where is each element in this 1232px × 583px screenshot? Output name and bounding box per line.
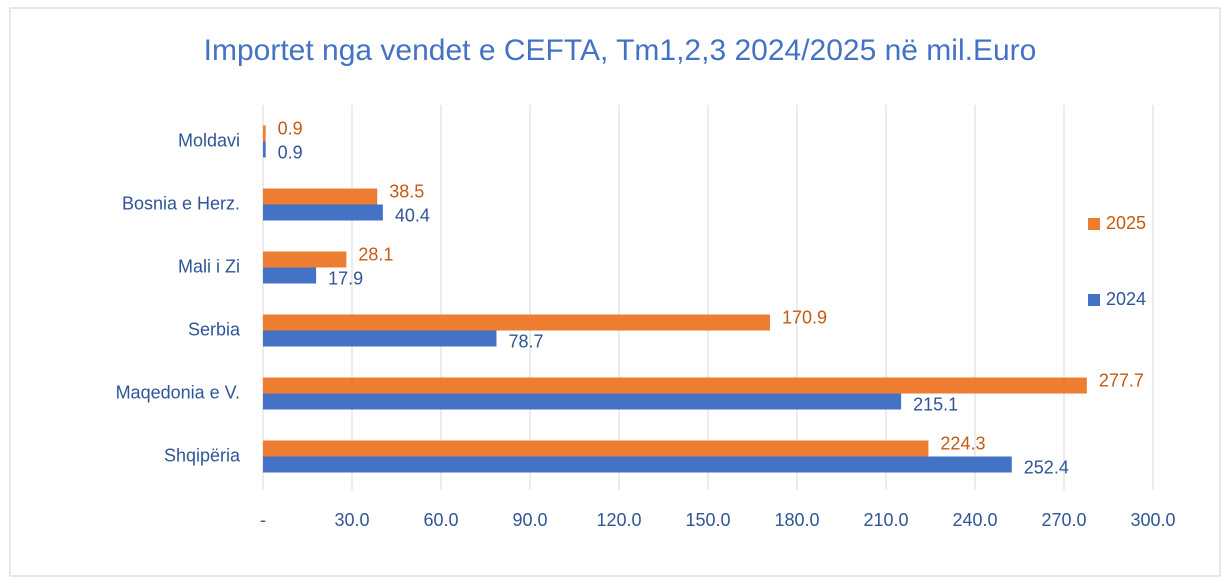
y-tick-label: Moldavi xyxy=(178,130,240,150)
chart-title: Importet nga vendet e CEFTA, Tm1,2,3 202… xyxy=(204,34,1037,67)
bar xyxy=(263,204,383,221)
y-tick-label: Bosnia e Herz. xyxy=(122,193,240,213)
bar xyxy=(263,377,1087,394)
data-label: 28.1 xyxy=(358,244,393,264)
y-tick-label: Shqipëria xyxy=(164,445,241,465)
bar xyxy=(263,141,266,158)
x-tick-label: 180.0 xyxy=(774,510,819,530)
data-label: 170.9 xyxy=(782,307,827,327)
bar xyxy=(263,456,1012,473)
x-tick-label: 210.0 xyxy=(863,510,908,530)
x-tick-label: 30.0 xyxy=(334,510,369,530)
bar xyxy=(263,251,347,268)
legend-label: 2024 xyxy=(1106,289,1146,309)
x-tick-label: 240.0 xyxy=(952,510,997,530)
chart-frame xyxy=(9,7,1221,577)
data-label: 224.3 xyxy=(940,433,985,453)
x-tick-label: 120.0 xyxy=(596,510,641,530)
data-label: 0.9 xyxy=(278,118,303,138)
x-tick-label: - xyxy=(260,510,266,530)
x-tick-label: 300.0 xyxy=(1130,510,1175,530)
x-tick-label: 60.0 xyxy=(423,510,458,530)
x-tick-label: 90.0 xyxy=(512,510,547,530)
data-label: 78.7 xyxy=(508,331,543,351)
data-label: 252.4 xyxy=(1024,457,1069,477)
x-tick-label: 150.0 xyxy=(685,510,730,530)
legend-swatch xyxy=(1088,218,1100,230)
bar xyxy=(263,330,497,347)
data-label: 0.9 xyxy=(278,142,303,162)
legend-swatch xyxy=(1088,294,1100,306)
bar xyxy=(263,440,929,457)
bar xyxy=(263,125,266,142)
bar xyxy=(263,267,317,284)
y-tick-label: Maqedonia e V. xyxy=(116,382,240,402)
data-label: 38.5 xyxy=(389,181,424,201)
y-tick-label: Mali i Zi xyxy=(178,256,240,276)
bar xyxy=(263,188,378,205)
bar xyxy=(263,314,771,331)
y-tick-label: Serbia xyxy=(188,319,241,339)
bar xyxy=(263,393,902,410)
data-label: 17.9 xyxy=(328,268,363,288)
data-label: 277.7 xyxy=(1099,370,1144,390)
legend-label: 2025 xyxy=(1106,213,1146,233)
x-tick-label: 270.0 xyxy=(1041,510,1086,530)
data-label: 215.1 xyxy=(913,394,958,414)
data-label: 40.4 xyxy=(395,205,430,225)
